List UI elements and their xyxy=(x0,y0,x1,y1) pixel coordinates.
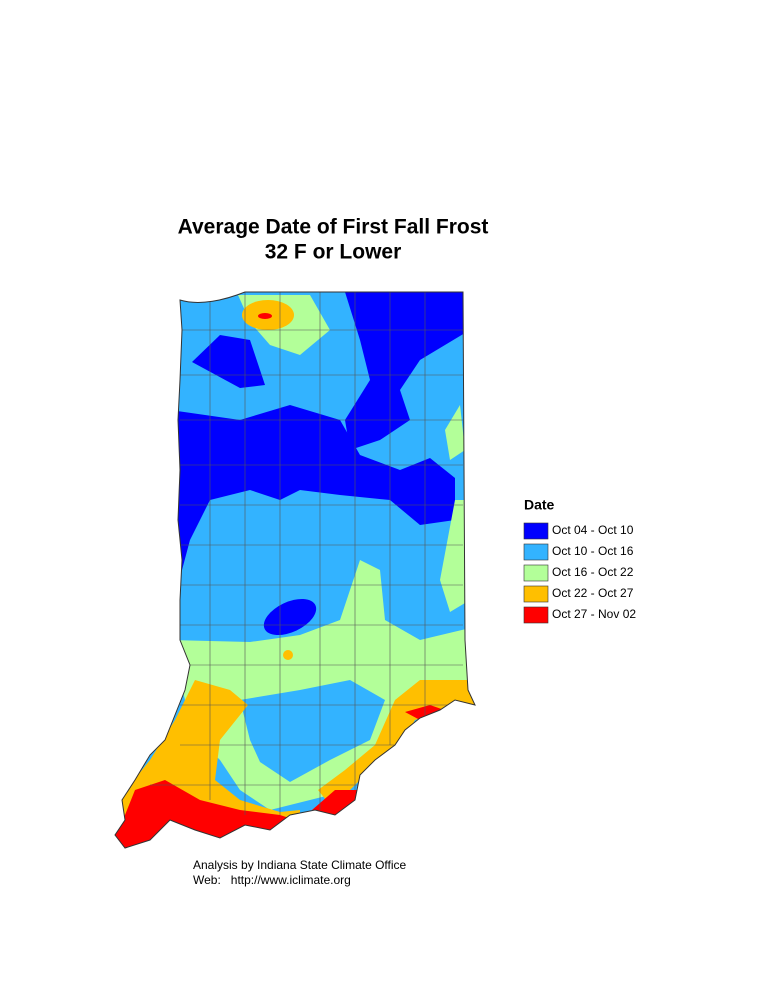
map xyxy=(115,292,475,848)
frost-zone xyxy=(405,705,450,720)
legend: Oct 04 - Oct 10 Oct 10 - Oct 16 Oct 16 - O… xyxy=(523,522,636,624)
frost-zone xyxy=(170,405,455,585)
frost-zone xyxy=(345,292,470,450)
legend-label: Oct 16 - Oct 22 xyxy=(552,565,634,579)
credit: Analysis by Indiana State Climate Office xyxy=(193,858,407,872)
credit: Web: http://www.iclimate.org xyxy=(193,873,351,887)
legend-title: Date xyxy=(524,497,555,513)
legend-label: Oct 27 - Nov 02 xyxy=(552,607,636,621)
legend-label: Oct 04 - Oct 10 xyxy=(552,523,634,537)
frost-zone xyxy=(263,598,317,636)
county-lines xyxy=(150,292,463,815)
frost-zone xyxy=(115,780,295,848)
legend-label: Oct 22 - Oct 27 xyxy=(552,586,634,600)
legend-swatch xyxy=(523,606,549,624)
map-title: Average Date of First Fall Frost xyxy=(178,216,489,239)
frost-zone xyxy=(445,405,465,460)
legend-swatch xyxy=(523,564,549,582)
legend-swatch xyxy=(523,522,549,540)
frost-zone xyxy=(258,313,272,319)
map-subtitle: 32 F or Lower xyxy=(265,241,402,264)
frost-zone xyxy=(240,680,385,782)
frost-zone xyxy=(283,650,293,660)
legend-label: Oct 10 - Oct 16 xyxy=(552,544,634,558)
legend-swatch xyxy=(523,585,549,603)
legend-swatch xyxy=(523,543,549,561)
frost-zone xyxy=(440,500,470,612)
